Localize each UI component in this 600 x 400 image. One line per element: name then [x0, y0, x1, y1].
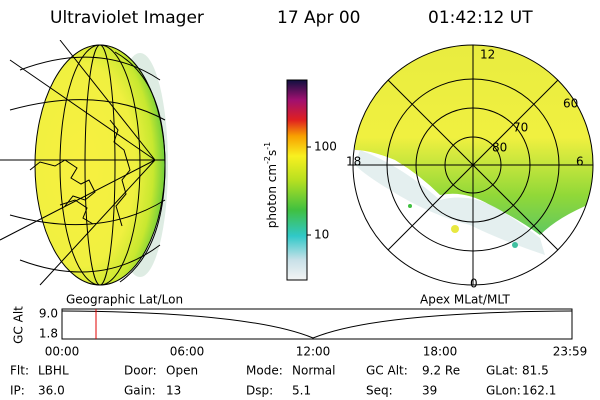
unit: s — [265, 150, 279, 156]
blob — [512, 242, 518, 248]
lat-label: 70 — [513, 121, 528, 135]
lat-label: 80 — [492, 141, 507, 155]
field-value: 36.0 — [38, 384, 65, 398]
polar-spokes — [353, 45, 593, 285]
time: 01:42:12 UT — [428, 8, 533, 28]
caption: Geographic Lat/Lon — [66, 293, 183, 307]
field-label: Flt: — [10, 364, 29, 378]
field-value: 39 — [422, 384, 437, 398]
orbit-frame — [61, 308, 573, 340]
field-value: Open — [166, 364, 198, 378]
polar-image — [353, 45, 593, 255]
y-tick-label: 9.0 — [39, 307, 58, 321]
field-label: GLon: — [486, 384, 521, 398]
field-value: Normal — [292, 364, 335, 378]
y-label: GC Alt — [12, 306, 26, 344]
colorbar-tick-label: 10 — [314, 228, 329, 242]
lat-label: 60 — [563, 97, 578, 111]
x-tick-label: 23:59 — [553, 345, 588, 359]
orbit-curve — [61, 310, 573, 339]
field-value: 13 — [166, 384, 181, 398]
field-label: Door: — [124, 364, 157, 378]
mlt-label: 18 — [346, 155, 361, 169]
blob — [451, 225, 459, 233]
field-label: Seq: — [366, 384, 393, 398]
field-value: 9.2 Re — [422, 364, 460, 378]
field-label: IP: — [10, 384, 25, 398]
field-value: LBHL — [38, 364, 69, 378]
field-label: Gain: — [124, 384, 156, 398]
exp: -2 — [263, 156, 272, 164]
y-tick-label: 1.8 — [39, 327, 58, 341]
unit: photon cm — [265, 164, 279, 228]
field-label: GC Alt: — [366, 364, 408, 378]
caption: Apex MLat/MLT — [420, 293, 510, 307]
mlt-label: 0 — [470, 277, 478, 291]
mlt-label: 12 — [480, 48, 495, 62]
mlt-label: 6 — [576, 155, 584, 169]
field-value: 162.1 — [522, 384, 556, 398]
colorbar-tick-label: 100 — [314, 140, 337, 154]
field-label: GLat: — [486, 364, 518, 378]
field-value: 5.1 — [292, 384, 311, 398]
x-tick-label: 18:00 — [423, 345, 458, 359]
geo-image — [0, 40, 168, 286]
x-tick-label: 12:00 — [296, 345, 331, 359]
x-tick-label: 00:00 — [45, 345, 80, 359]
title: Ultraviolet Imager — [50, 8, 204, 28]
footer: Flt: LBHL Door: Open Mode: Normal GC Alt: 9.2 R… — [10, 364, 556, 398]
colorbar — [286, 79, 308, 281]
blob — [408, 204, 412, 208]
field-value: 81.5 — [522, 364, 549, 378]
colorbar-label: photon cm-2s-1 — [263, 142, 279, 229]
field-label: Mode: — [246, 364, 283, 378]
x-tick-label: 06:00 — [170, 345, 205, 359]
date: 17 Apr 00 — [277, 8, 360, 28]
field-label: Dsp: — [246, 384, 273, 398]
exp: -1 — [263, 142, 272, 150]
